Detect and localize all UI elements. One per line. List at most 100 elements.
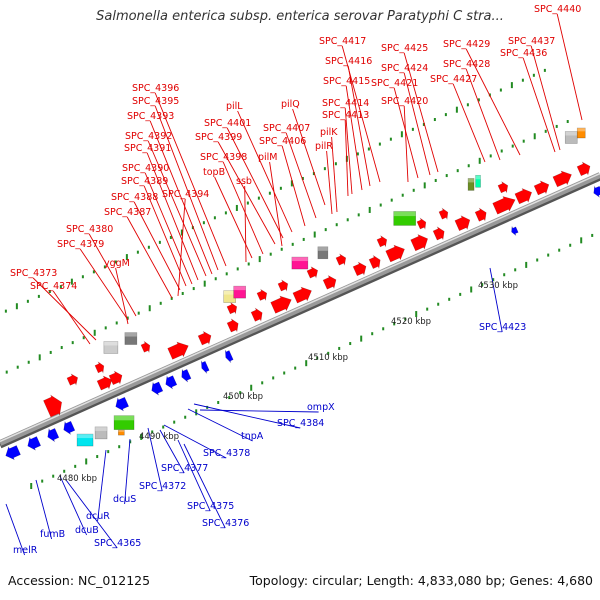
forward-gene-outer-2 bbox=[140, 340, 151, 354]
tick-outer-forward bbox=[114, 260, 117, 264]
reverse-label-7: SPC_4376 bbox=[202, 518, 249, 529]
tick-outer-forward bbox=[147, 245, 150, 249]
forward-leader-9 bbox=[403, 105, 409, 183]
reverse-label-3: SPC_4378 bbox=[203, 448, 250, 459]
reverse-label-4: SPC_4377 bbox=[161, 463, 208, 474]
reverse-label-6: SPC_4375 bbox=[187, 501, 234, 512]
forward-leader-22 bbox=[217, 141, 276, 245]
reverse-gene-2 bbox=[47, 427, 60, 443]
tick-inner-forward bbox=[269, 252, 272, 256]
tick-outer-forward bbox=[81, 275, 84, 279]
forward-label-21: SPC_4401 bbox=[204, 118, 251, 129]
accession-text: Accession: NC_012125 bbox=[8, 573, 151, 588]
tick-outer-forward bbox=[15, 303, 18, 310]
tick-inner-forward bbox=[467, 164, 470, 168]
tick-inner-reverse bbox=[272, 376, 275, 380]
reverse-label-2: tnpA bbox=[241, 431, 264, 442]
tick-inner-forward bbox=[148, 305, 151, 312]
tick-inner-forward bbox=[412, 188, 415, 192]
tick-outer-forward bbox=[268, 191, 271, 195]
forward-gene-5 bbox=[226, 318, 239, 333]
forward-gene-outer-0 bbox=[66, 373, 78, 386]
tick-inner-forward bbox=[379, 203, 382, 207]
forward-gene-outer-6 bbox=[306, 266, 318, 279]
forward-gene-0 bbox=[43, 394, 62, 418]
tick-inner-forward bbox=[291, 242, 294, 246]
tick-outer-forward bbox=[477, 98, 480, 102]
tick-outer-forward bbox=[400, 131, 403, 138]
scale-label-4: 4520 kbp bbox=[391, 317, 431, 327]
forward-label-2: SPC_4436 bbox=[500, 48, 547, 59]
forward-leader-15 bbox=[292, 108, 326, 206]
forward-label-37: SPC_4380 bbox=[66, 224, 113, 235]
tick-inner-reverse bbox=[162, 425, 165, 429]
tick-inner-forward bbox=[302, 237, 305, 241]
forward-label-3: SPC_4429 bbox=[443, 39, 490, 50]
tick-outer-forward bbox=[334, 162, 337, 166]
forward-leader-16 bbox=[331, 136, 338, 213]
forward-leader-1 bbox=[530, 45, 561, 151]
tick-inner-forward bbox=[423, 182, 426, 189]
forward-gene-16 bbox=[474, 207, 487, 222]
tick-inner-forward bbox=[71, 341, 74, 345]
forward-label-7: SPC_4424 bbox=[381, 63, 428, 74]
tick-outer-forward bbox=[246, 201, 249, 205]
forward-gene-outer-4 bbox=[256, 288, 268, 302]
orange-feature-left bbox=[118, 429, 125, 436]
tick-inner-reverse bbox=[294, 366, 297, 370]
reverse-leader-0 bbox=[199, 409, 319, 413]
tick-inner-forward bbox=[566, 120, 569, 124]
reverse-label-0: ompX bbox=[307, 402, 335, 413]
tick-outer-forward bbox=[521, 78, 524, 82]
tick-inner-reverse bbox=[382, 327, 385, 331]
tick-outer-forward bbox=[389, 137, 392, 141]
tick-inner-reverse bbox=[261, 381, 264, 385]
tick-inner-reverse bbox=[338, 346, 341, 350]
forward-gene-7 bbox=[270, 295, 292, 314]
forward-gene-17 bbox=[492, 196, 516, 215]
tick-inner-reverse bbox=[107, 450, 110, 454]
forward-label-17: pilR bbox=[315, 141, 333, 152]
forward-leader-32 bbox=[144, 172, 193, 285]
grey-feature-a bbox=[103, 341, 119, 354]
tick-inner-forward bbox=[192, 287, 195, 291]
tick-outer-forward bbox=[4, 309, 7, 313]
forward-leader-17 bbox=[326, 150, 333, 215]
forward-label-0: SPC_4440 bbox=[534, 4, 581, 15]
tick-inner-reverse bbox=[30, 483, 33, 490]
forward-label-32: SPC_4390 bbox=[122, 163, 169, 174]
forward-label-16: pilK bbox=[320, 127, 338, 138]
tick-inner-forward bbox=[434, 178, 437, 182]
tick-inner-forward bbox=[445, 174, 448, 178]
scale-label-3: 4510 kbp bbox=[308, 353, 348, 363]
forward-leader-11 bbox=[347, 65, 371, 187]
tick-outer-forward bbox=[26, 299, 29, 303]
reverse-label-1: SPC_4384 bbox=[277, 418, 324, 429]
tick-outer-forward bbox=[433, 118, 436, 122]
reverse-leader-5 bbox=[147, 427, 163, 492]
tick-outer-forward bbox=[466, 103, 469, 107]
tick-inner-reverse bbox=[415, 311, 418, 318]
forward-label-33: SPC_4389 bbox=[121, 176, 168, 187]
forward-label-8: SPC_4421 bbox=[371, 78, 418, 89]
scale-label-2: 4500 kbp bbox=[223, 392, 263, 402]
scale-label-1: 4490 kbp bbox=[139, 432, 179, 442]
backbone-highlight bbox=[0, 172, 600, 443]
tick-inner-reverse bbox=[437, 302, 440, 306]
forward-gene-9 bbox=[322, 274, 337, 290]
tick-inner-forward bbox=[368, 206, 371, 213]
tick-outer-forward bbox=[169, 235, 172, 239]
forward-gene-18 bbox=[514, 187, 533, 205]
forward-leader-28 bbox=[154, 105, 219, 271]
forward-gene-19 bbox=[533, 180, 550, 196]
tick-inner-reverse bbox=[140, 433, 143, 440]
forward-leader-35 bbox=[177, 198, 186, 297]
reverse-label-8: dcuS bbox=[113, 494, 136, 505]
tick-outer-forward bbox=[444, 113, 447, 117]
tick-inner-forward bbox=[27, 360, 30, 364]
tick-outer-forward bbox=[136, 250, 139, 254]
forward-label-27: SPC_4396 bbox=[132, 83, 179, 94]
reverse-leader-10 bbox=[35, 479, 53, 540]
tick-inner-forward bbox=[346, 218, 349, 222]
